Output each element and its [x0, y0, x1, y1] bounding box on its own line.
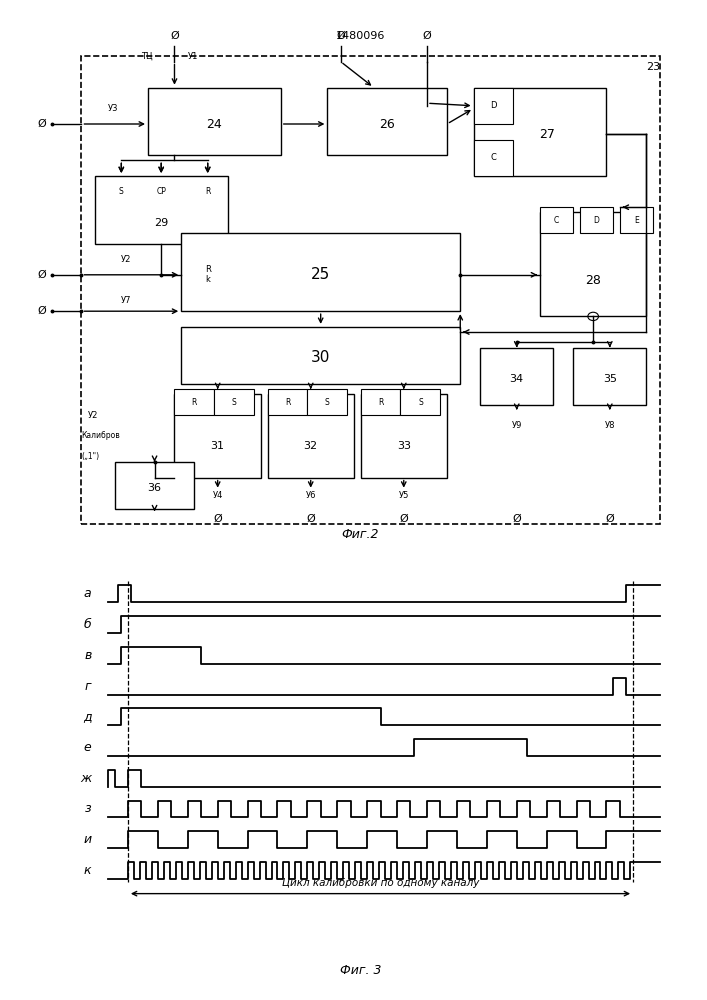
- Text: е: е: [83, 741, 91, 754]
- Text: 29: 29: [154, 218, 168, 228]
- Bar: [148, 88, 281, 155]
- Bar: [181, 327, 460, 384]
- Text: 32: 32: [304, 441, 317, 451]
- Text: D: D: [594, 216, 600, 225]
- Text: У5: У5: [399, 491, 409, 500]
- Bar: [480, 348, 554, 405]
- Bar: [361, 394, 447, 478]
- Text: Ø: Ø: [399, 514, 408, 524]
- Bar: [181, 233, 460, 311]
- Text: в: в: [84, 649, 91, 662]
- Text: 35: 35: [603, 374, 617, 384]
- Bar: [95, 176, 228, 244]
- Text: 30: 30: [311, 351, 330, 365]
- Text: У2: У2: [88, 411, 98, 420]
- Text: D: D: [490, 101, 497, 110]
- Text: R: R: [378, 398, 383, 407]
- Text: д: д: [83, 710, 91, 723]
- Text: Ø: Ø: [513, 514, 521, 524]
- Text: а: а: [84, 587, 91, 600]
- Text: 25: 25: [311, 267, 330, 282]
- Text: Ø: Ø: [605, 514, 614, 524]
- Bar: [267, 394, 354, 478]
- Text: У1: У1: [188, 52, 198, 61]
- Text: S: S: [418, 398, 423, 407]
- Text: 28: 28: [585, 273, 601, 286]
- Text: 24: 24: [206, 117, 222, 130]
- Text: R
k: R k: [205, 265, 211, 284]
- Text: 1480096: 1480096: [336, 31, 385, 41]
- Text: б: б: [83, 618, 91, 631]
- Text: Ø: Ø: [423, 31, 431, 41]
- Text: У4: У4: [213, 491, 223, 500]
- Bar: [474, 140, 513, 176]
- Text: з: з: [85, 802, 91, 815]
- Bar: [474, 88, 513, 124]
- Text: Цикл калибровки по одному каналу: Цикл калибровки по одному каналу: [282, 878, 479, 888]
- Text: У3: У3: [108, 104, 119, 113]
- Text: Ø: Ø: [170, 31, 179, 41]
- Text: У9: У9: [512, 421, 522, 430]
- Text: У6: У6: [305, 491, 316, 500]
- Text: R: R: [205, 187, 211, 196]
- Text: Ø: Ø: [37, 270, 46, 280]
- Bar: [81, 56, 660, 524]
- Text: 34: 34: [510, 374, 524, 384]
- Bar: [540, 212, 646, 316]
- Bar: [308, 389, 347, 415]
- Text: R: R: [285, 398, 290, 407]
- Text: CP: CP: [156, 187, 166, 196]
- Text: E: E: [634, 216, 638, 225]
- Text: к: к: [84, 864, 91, 877]
- Bar: [573, 348, 646, 405]
- Bar: [175, 389, 214, 415]
- Text: У8: У8: [604, 421, 615, 430]
- Text: 36: 36: [148, 483, 162, 493]
- Text: У7: У7: [122, 296, 132, 305]
- Text: Ø: Ø: [214, 514, 222, 524]
- Bar: [327, 88, 447, 155]
- Text: Ø: Ø: [306, 514, 315, 524]
- Text: S: S: [325, 398, 329, 407]
- Text: S: S: [232, 398, 237, 407]
- Bar: [580, 207, 613, 233]
- Text: R: R: [192, 398, 197, 407]
- Text: 26: 26: [379, 117, 395, 130]
- Bar: [474, 88, 607, 176]
- Bar: [214, 389, 255, 415]
- Bar: [400, 389, 440, 415]
- Text: 27: 27: [539, 128, 554, 141]
- Text: 33: 33: [397, 441, 411, 451]
- Text: Ø: Ø: [337, 31, 345, 41]
- Bar: [175, 394, 261, 478]
- Text: 31: 31: [211, 441, 225, 451]
- Text: Ø: Ø: [37, 306, 46, 316]
- Text: S: S: [119, 187, 124, 196]
- Text: („1"): („1"): [81, 452, 100, 461]
- Text: C: C: [554, 216, 559, 225]
- Text: У2: У2: [122, 255, 132, 264]
- Text: и: и: [83, 833, 91, 846]
- Text: C: C: [491, 153, 496, 162]
- Text: Фиг. 3: Фиг. 3: [340, 964, 381, 977]
- Bar: [620, 207, 653, 233]
- Text: Калибров: Калибров: [81, 432, 120, 440]
- Text: ТЦ: ТЦ: [141, 52, 153, 61]
- Bar: [361, 389, 400, 415]
- Text: 23: 23: [646, 62, 660, 72]
- Text: Ø: Ø: [37, 119, 46, 129]
- Text: ж: ж: [80, 772, 91, 785]
- Text: г: г: [85, 680, 91, 693]
- Bar: [115, 462, 194, 509]
- Text: Фиг.2: Фиг.2: [341, 528, 380, 541]
- Bar: [540, 207, 573, 233]
- Bar: [267, 389, 308, 415]
